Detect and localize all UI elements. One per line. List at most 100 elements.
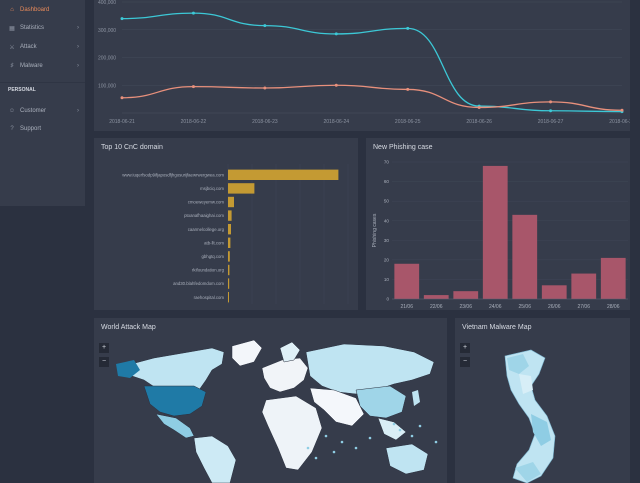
sidebar-item-malware[interactable]: ♯ Malware › xyxy=(0,58,85,74)
data-point[interactable] xyxy=(191,85,195,89)
africa-region xyxy=(261,395,323,471)
attack-icon: ⚔ xyxy=(9,44,15,51)
series-line-0 xyxy=(121,12,623,113)
data-point[interactable] xyxy=(406,87,410,91)
data-point[interactable] xyxy=(549,109,553,113)
vietnam-country xyxy=(504,349,556,483)
category-label: rkifoundation.org xyxy=(192,268,225,273)
x-tick-label: 22/06 xyxy=(430,304,443,310)
panel-title: World Attack Map xyxy=(101,324,156,331)
sidebar-item-support[interactable]: ? Support xyxy=(0,121,85,137)
data-point[interactable] xyxy=(191,11,195,15)
top-cnc-panel: Top 10 CnC domain 0 20,000 40,000 60,000 80,… xyxy=(94,138,358,314)
x-tick-label: 24/06 xyxy=(489,304,502,310)
island-markers xyxy=(306,422,438,460)
russia-region xyxy=(305,343,435,395)
vn-north-region xyxy=(507,354,529,374)
bar[interactable] xyxy=(228,264,230,276)
bar[interactable] xyxy=(228,224,231,235)
bar[interactable] xyxy=(228,251,230,262)
malware-icon: ♯ xyxy=(10,63,14,69)
world-map[interactable] xyxy=(94,318,447,483)
world-attack-map-panel: World Attack Map + − xyxy=(94,318,447,483)
category-label: gbhgtq.com xyxy=(202,254,225,259)
bar[interactable] xyxy=(228,278,230,289)
bar[interactable] xyxy=(453,291,479,299)
bar[interactable] xyxy=(600,257,626,299)
vn-central-region xyxy=(531,414,551,446)
data-point[interactable] xyxy=(263,24,267,28)
x-tick-label: 2018-06-21 xyxy=(109,119,135,125)
x-tick-label: 25/06 xyxy=(518,304,531,310)
sidebar-item-attack[interactable]: ⚔ Attack › xyxy=(0,39,85,55)
bar[interactable] xyxy=(512,214,538,299)
bar[interactable] xyxy=(228,210,232,221)
sidebar-item-dashboard[interactable]: ⌂ Dashboard xyxy=(0,2,85,18)
vietnam-malware-map-panel: Vietnam Malware Map + − xyxy=(455,318,630,483)
x-tick-label: 20,000 xyxy=(245,309,259,310)
sidebar-item-customer[interactable]: ☺ Customer › xyxy=(0,103,85,119)
sidebar: ⌂ Dashboard ▦ Statistics › ⚔ Attack › ♯ … xyxy=(0,0,85,206)
y-tick-label: 10 xyxy=(384,277,390,282)
y-tick-label: 0 xyxy=(386,297,389,302)
user-icon: ☺ xyxy=(8,108,16,114)
y-tick-label: 300,000 xyxy=(98,28,116,34)
southeast-asia-region xyxy=(377,417,407,441)
zoom-in-button[interactable]: + xyxy=(460,343,470,353)
x-tick-label: 21/06 xyxy=(400,304,413,310)
category-label: www.iuqerfsodp9ifjaposdfjhgosurijfaewrwe… xyxy=(122,172,224,177)
vietnam-map[interactable] xyxy=(455,318,630,483)
data-point[interactable] xyxy=(263,86,267,90)
sidebar-item-label: Customer xyxy=(20,108,47,114)
data-point[interactable] xyxy=(620,108,624,112)
category-label: caarmelcollege.org xyxy=(188,227,225,232)
x-tick-label: 26/06 xyxy=(548,304,561,310)
bar[interactable] xyxy=(394,263,420,299)
phishing-panel: New Phishing case 70 60 50 40 30 20 10 0 Phishin… xyxy=(366,138,630,310)
bar[interactable] xyxy=(228,196,234,208)
y-tick-label: 400,000 xyxy=(98,0,116,6)
middle-east-region xyxy=(309,387,365,427)
x-tick-label: 27/06 xyxy=(577,304,590,310)
phishing-chart: 70 60 50 40 30 20 10 0 Phishing cases 21/06 22/06 2… xyxy=(372,160,628,310)
x-tick-label: 2018-06-22 xyxy=(181,119,207,125)
y-tick-label: 20 xyxy=(384,257,390,262)
sidebar-item-statistics[interactable]: ▦ Statistics › xyxy=(0,20,85,36)
bar[interactable] xyxy=(228,237,231,248)
panel-title: New Phishing case xyxy=(373,144,433,151)
help-icon: ? xyxy=(10,126,14,132)
zoom-in-button[interactable]: + xyxy=(99,343,109,353)
data-point[interactable] xyxy=(120,96,124,100)
data-point[interactable] xyxy=(334,83,338,87)
attack-timeline-chart: 400,000 300,000 200,000 100,000 2018-06-21 20… xyxy=(98,0,635,125)
europe-region xyxy=(261,357,309,393)
sidebar-item-label: Attack xyxy=(20,44,37,50)
category-label: ptoanafhaaighai.com xyxy=(184,213,224,218)
bar[interactable] xyxy=(228,169,339,180)
data-point[interactable] xyxy=(120,17,124,21)
scandinavia-region xyxy=(279,341,301,363)
bar[interactable] xyxy=(571,273,597,299)
bar[interactable] xyxy=(423,295,449,299)
category-label: cmoeweyemw.com xyxy=(188,200,225,205)
central-america-region xyxy=(155,413,195,439)
panel-title: Top 10 CnC domain xyxy=(101,144,163,151)
category-label: raehospital.com xyxy=(194,295,225,300)
x-tick-label: 0 xyxy=(227,309,230,310)
bar[interactable] xyxy=(482,165,508,299)
zoom-out-button[interactable]: − xyxy=(99,357,109,367)
vn-south-region xyxy=(515,462,541,482)
data-point[interactable] xyxy=(477,105,481,109)
dashboard-icon: ⌂ xyxy=(10,7,14,13)
vn-north-central-region xyxy=(519,374,533,394)
data-point[interactable] xyxy=(334,32,338,36)
bar[interactable] xyxy=(228,292,229,303)
bar[interactable] xyxy=(228,183,255,194)
x-tick-label: 2018-06-26 xyxy=(466,119,492,125)
south-america-region xyxy=(193,435,237,483)
data-point[interactable] xyxy=(549,100,553,104)
zoom-out-button[interactable]: − xyxy=(460,357,470,367)
bar[interactable] xyxy=(541,285,567,299)
data-point[interactable] xyxy=(406,26,410,30)
x-tick-label: 2018-06-23 xyxy=(252,119,278,125)
